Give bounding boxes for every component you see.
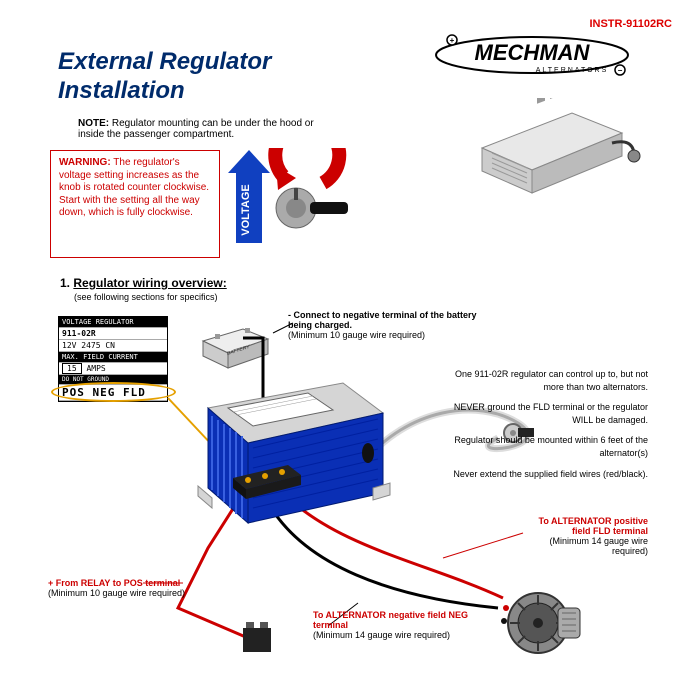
neg-alt-wire-note: To ALTERNATOR negative field NEG termina… xyxy=(313,610,493,640)
alternator-icon xyxy=(498,583,588,668)
note-text: NOTE: Regulator mounting can be under th… xyxy=(78,118,338,140)
svg-text:−: − xyxy=(618,66,623,75)
regulator-device xyxy=(178,368,398,543)
wiring-diagram: VOLTAGE REGULATOR 911-02R 12V 2475 CN MA… xyxy=(48,308,658,678)
section-sub: (see following sections for specifics) xyxy=(74,292,218,302)
page: INSTR-91102RC MECHMAN ALTERNATORS + − Ex… xyxy=(18,18,682,682)
negative-wire-note: - Connect to negative terminal of the ba… xyxy=(288,310,498,340)
svg-text:VOLTAGE: VOLTAGE xyxy=(240,184,252,236)
pos-wire-note: + From RELAY to POS terminal (Minimum 10… xyxy=(48,578,213,598)
document-id: INSTR-91102RC xyxy=(589,18,672,30)
module-isometric xyxy=(462,98,642,213)
section-heading: 1. Regulator wiring overview: xyxy=(60,276,227,290)
svg-text:ALTERNATORS: ALTERNATORS xyxy=(536,67,609,74)
page-title: External RegulatorInstallation xyxy=(58,48,271,106)
info-notes: One 911-02R regulator can control up to,… xyxy=(448,368,648,488)
svg-text:MECHMAN: MECHMAN xyxy=(475,40,591,65)
knob-illustration: VOLTAGE COUNTER - CLOCKWISE xyxy=(228,148,348,273)
fld-wire-note: To ALTERNATOR positive field FLD termina… xyxy=(528,516,648,556)
brand-logo: MECHMAN ALTERNATORS + − xyxy=(432,30,632,85)
warning-box: WARNING: The regulator's voltage setting… xyxy=(50,150,220,258)
svg-text:+: + xyxy=(450,36,455,45)
